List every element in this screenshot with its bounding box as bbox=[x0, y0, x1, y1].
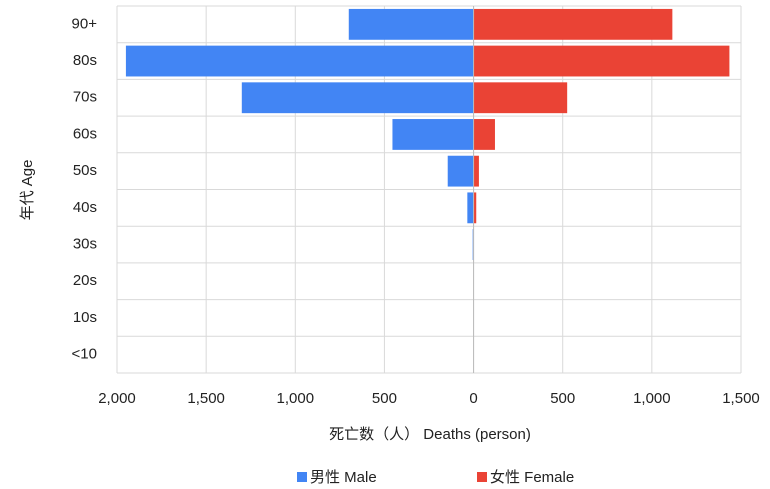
bar bbox=[392, 119, 474, 150]
y-tick-label: 50s bbox=[73, 162, 97, 179]
bar bbox=[473, 192, 477, 224]
y-tick-label: 90+ bbox=[72, 15, 98, 32]
bar bbox=[473, 45, 730, 77]
bar bbox=[467, 192, 474, 224]
bar bbox=[348, 8, 474, 40]
legend-label: 女性 Female bbox=[490, 468, 574, 486]
x-axis-title: 死亡数（人） Deaths (person) bbox=[329, 426, 531, 443]
x-tick-label: 500 bbox=[372, 390, 397, 407]
x-tick-label: 1,000 bbox=[633, 390, 671, 407]
x-tick-label: 1,500 bbox=[722, 390, 760, 407]
y-axis-title: 年代 Age bbox=[19, 160, 36, 221]
y-tick-label: 20s bbox=[73, 272, 97, 289]
bar bbox=[473, 82, 568, 114]
bar bbox=[473, 119, 495, 150]
bar bbox=[473, 8, 673, 40]
bar bbox=[241, 82, 474, 114]
bar bbox=[447, 155, 474, 187]
y-tick-label: 70s bbox=[73, 89, 97, 106]
x-tick-label: 2,000 bbox=[98, 390, 136, 407]
bar bbox=[473, 155, 479, 187]
bar bbox=[125, 45, 474, 77]
y-tick-label: 10s bbox=[73, 309, 97, 326]
x-tick-label: 1,500 bbox=[187, 390, 225, 407]
x-tick-label: 500 bbox=[550, 390, 575, 407]
y-tick-label: 60s bbox=[73, 125, 97, 142]
y-tick-label: <10 bbox=[72, 346, 97, 363]
y-tick-label: 30s bbox=[73, 236, 97, 253]
x-tick-label: 0 bbox=[469, 390, 477, 407]
legend-swatch bbox=[297, 472, 307, 482]
y-tick-label: 80s bbox=[73, 52, 97, 69]
legend-swatch bbox=[477, 472, 487, 482]
x-tick-label: 1,000 bbox=[277, 390, 315, 407]
y-tick-label: 40s bbox=[73, 199, 97, 216]
legend-label: 男性 Male bbox=[310, 469, 377, 486]
